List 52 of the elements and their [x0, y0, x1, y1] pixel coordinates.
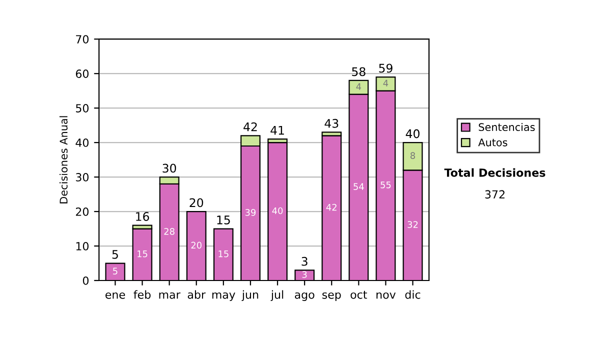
x-tick-label: sep — [322, 292, 341, 301]
x-tick-label: nov — [376, 292, 396, 299]
data-label: 5 — [113, 268, 118, 274]
y-tick-label: 10 — [76, 242, 89, 250]
data-label: 8 — [410, 152, 416, 159]
total-label: 16 — [136, 212, 150, 221]
total-label: 30 — [162, 164, 176, 173]
data-label: 32 — [408, 221, 418, 228]
y-tick-label: 60 — [76, 70, 89, 78]
y-tick-label: 70 — [76, 35, 89, 44]
x-tick-label: jun — [242, 290, 258, 301]
total-label: 42 — [244, 122, 257, 132]
x-tick-label: ene — [105, 292, 125, 299]
total-label: 40 — [406, 129, 420, 138]
text: Total Decisiones — [444, 168, 546, 177]
x-tick-label: mar — [159, 292, 180, 299]
data-label: 4 — [383, 80, 388, 86]
legend-label: Sentencias — [478, 122, 535, 132]
y-axis-title: Decisiones Anual — [60, 116, 68, 204]
total-label: 43 — [324, 118, 338, 128]
total-label: 58 — [352, 67, 366, 76]
total-label: 15 — [217, 216, 230, 224]
data-label: 40 — [272, 207, 283, 214]
data-label: 54 — [354, 183, 364, 190]
legend-label: Autos — [478, 138, 508, 146]
x-tick-label: oct — [350, 290, 368, 299]
data-label: 4 — [356, 83, 362, 90]
data-label: 20 — [191, 242, 202, 249]
data-label: 39 — [245, 209, 256, 216]
data-label: 42 — [326, 204, 336, 211]
x-tick-label: dic — [405, 290, 420, 299]
total-label: 41 — [270, 126, 284, 135]
y-tick-label: 0 — [82, 276, 89, 285]
total-label: 5 — [112, 250, 118, 259]
x-tick-label: feb — [134, 290, 151, 299]
data-label: 15 — [218, 250, 228, 258]
x-tick-label: jul — [270, 290, 284, 301]
x-tick-label: may — [212, 292, 236, 301]
data-label: 55 — [380, 182, 391, 188]
y-tick-label: 50 — [76, 104, 89, 112]
y-tick-label: 20 — [76, 208, 89, 216]
total-label: 20 — [190, 198, 204, 208]
data-label: 3 — [302, 271, 307, 278]
data-label: 28 — [164, 228, 174, 235]
text: 372 — [485, 190, 504, 199]
total-label: 59 — [379, 64, 392, 73]
x-tick-label: ago — [294, 292, 314, 301]
x-tick-label: abr — [188, 290, 206, 299]
y-tick-label: 30 — [76, 173, 89, 182]
total-label: 3 — [302, 256, 308, 266]
data-label: 15 — [138, 250, 148, 258]
y-tick-label: 40 — [76, 138, 89, 147]
